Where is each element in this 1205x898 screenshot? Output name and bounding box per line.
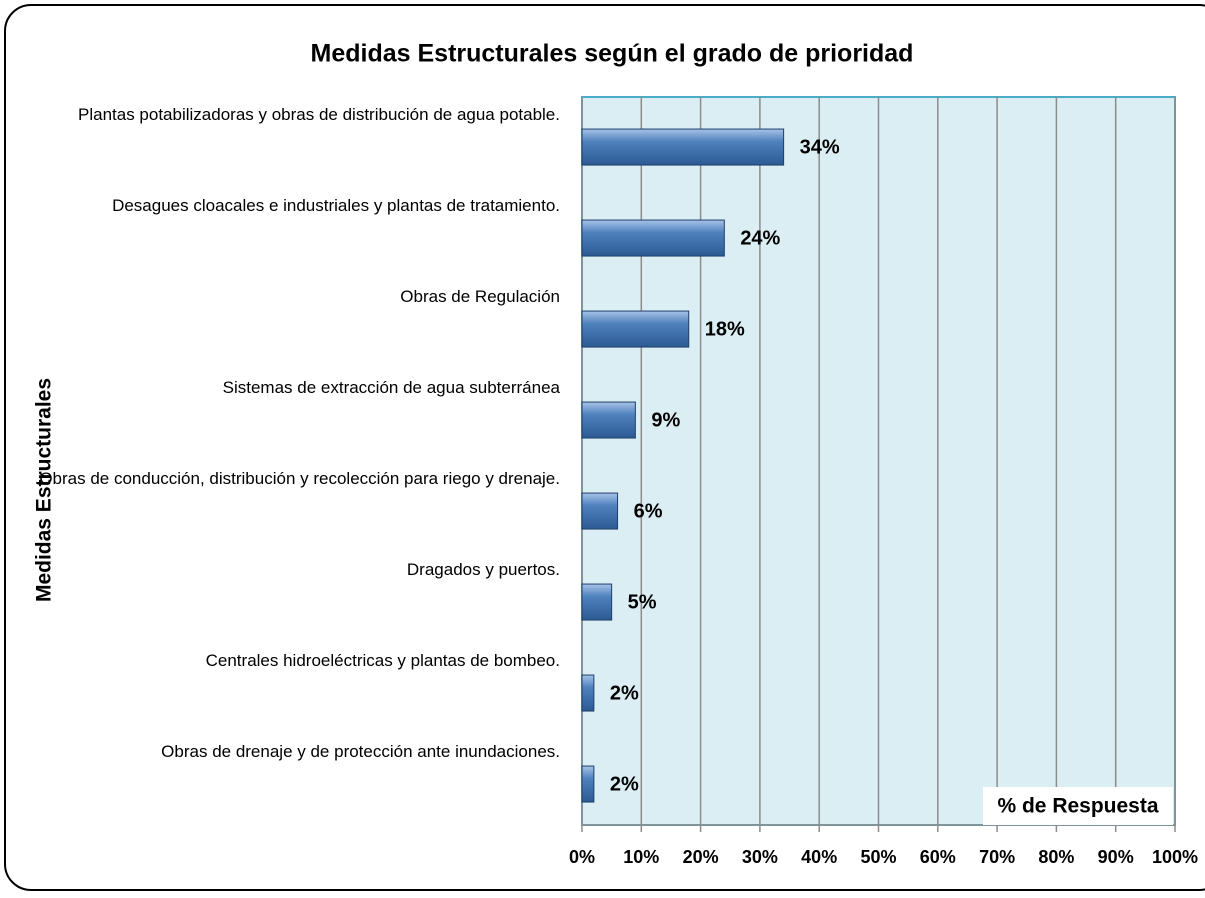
x-tick-label: 70%: [979, 847, 1015, 867]
value-label: 18%: [705, 318, 745, 340]
x-tick-label: 100%: [1152, 847, 1198, 867]
value-label: 24%: [740, 227, 780, 249]
y-axis-title: Medidas Estructurales: [33, 378, 56, 602]
value-label: 6%: [634, 500, 663, 522]
x-tick-label: 40%: [801, 847, 837, 867]
bar: [581, 310, 690, 348]
x-tick-label: 20%: [683, 847, 719, 867]
bar: [581, 401, 636, 439]
bar: [581, 674, 595, 712]
x-tick-label: 0%: [569, 847, 595, 867]
bar: [581, 219, 725, 257]
category-label: Sistemas de extracción de agua subterrán…: [222, 378, 560, 397]
x-tick-label: 80%: [1038, 847, 1074, 867]
bar: [581, 765, 595, 803]
category-label: Centrales hidroeléctricas y plantas de b…: [205, 651, 560, 670]
x-tick-label: 60%: [920, 847, 956, 867]
bar: [581, 492, 619, 530]
x-tick-label: 90%: [1098, 847, 1134, 867]
category-label: Desagues cloacales e industriales y plan…: [112, 196, 560, 215]
bar: [581, 583, 613, 621]
x-tick-label: 10%: [623, 847, 659, 867]
x-axis-title: % de Respuesta: [997, 795, 1158, 818]
x-title-box: [983, 787, 1173, 825]
category-label: Obras de Regulación: [400, 287, 560, 306]
bar: [581, 128, 785, 166]
value-label: 2%: [610, 773, 639, 795]
value-label: 9%: [651, 409, 680, 431]
category-label: Dragados y puertos.: [406, 560, 560, 579]
category-label: Obras de drenaje y de protección ante in…: [161, 742, 560, 761]
x-tick-label: 30%: [742, 847, 778, 867]
value-label: 34%: [800, 136, 840, 158]
value-label: 5%: [628, 591, 657, 613]
category-label: Plantas potabilizadoras y obras de distr…: [78, 105, 560, 124]
category-label: Obras de conducción, distribución y reco…: [39, 469, 560, 488]
chart-title: Medidas Estructurales según el grado de …: [311, 40, 914, 68]
value-label: 2%: [610, 682, 639, 704]
x-tick-label: 50%: [860, 847, 896, 867]
